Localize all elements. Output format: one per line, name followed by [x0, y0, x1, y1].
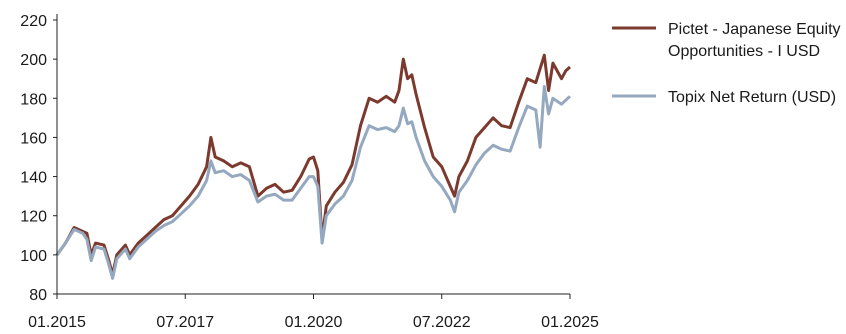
x-axis-ticks: 01.2015 07.2017 01.2020 07.2022 01.2025 [28, 294, 599, 331]
series-line-0 [55, 53, 572, 276]
x-tick-label: 07.2022 [413, 314, 471, 331]
x-tick-label: 07.2017 [156, 314, 214, 331]
series-lines [55, 53, 572, 280]
legend-label: Topix Net Return (USD) [668, 89, 836, 106]
y-tick-label: 200 [20, 52, 47, 69]
y-tick-label: 120 [20, 209, 47, 226]
y-tick-label: 80 [29, 287, 47, 304]
y-tick-label: 220 [20, 13, 47, 30]
legend-label: Pictet - Japanese Equity [668, 21, 841, 38]
x-tick-label: 01.2020 [285, 314, 343, 331]
y-axis-ticks: 80 100 120 140 160 180 200 220 [20, 13, 57, 304]
legend: Pictet - Japanese Equity Opportunities - … [612, 21, 841, 106]
x-tick-label: 01.2015 [28, 314, 86, 331]
y-tick-label: 140 [20, 170, 47, 187]
y-tick-label: 180 [20, 91, 47, 108]
series-line-1 [55, 85, 572, 280]
x-tick-label: 01.2025 [541, 314, 599, 331]
y-tick-label: 100 [20, 248, 47, 265]
legend-label: Opportunities - I USD [668, 43, 820, 60]
y-tick-label: 160 [20, 130, 47, 147]
